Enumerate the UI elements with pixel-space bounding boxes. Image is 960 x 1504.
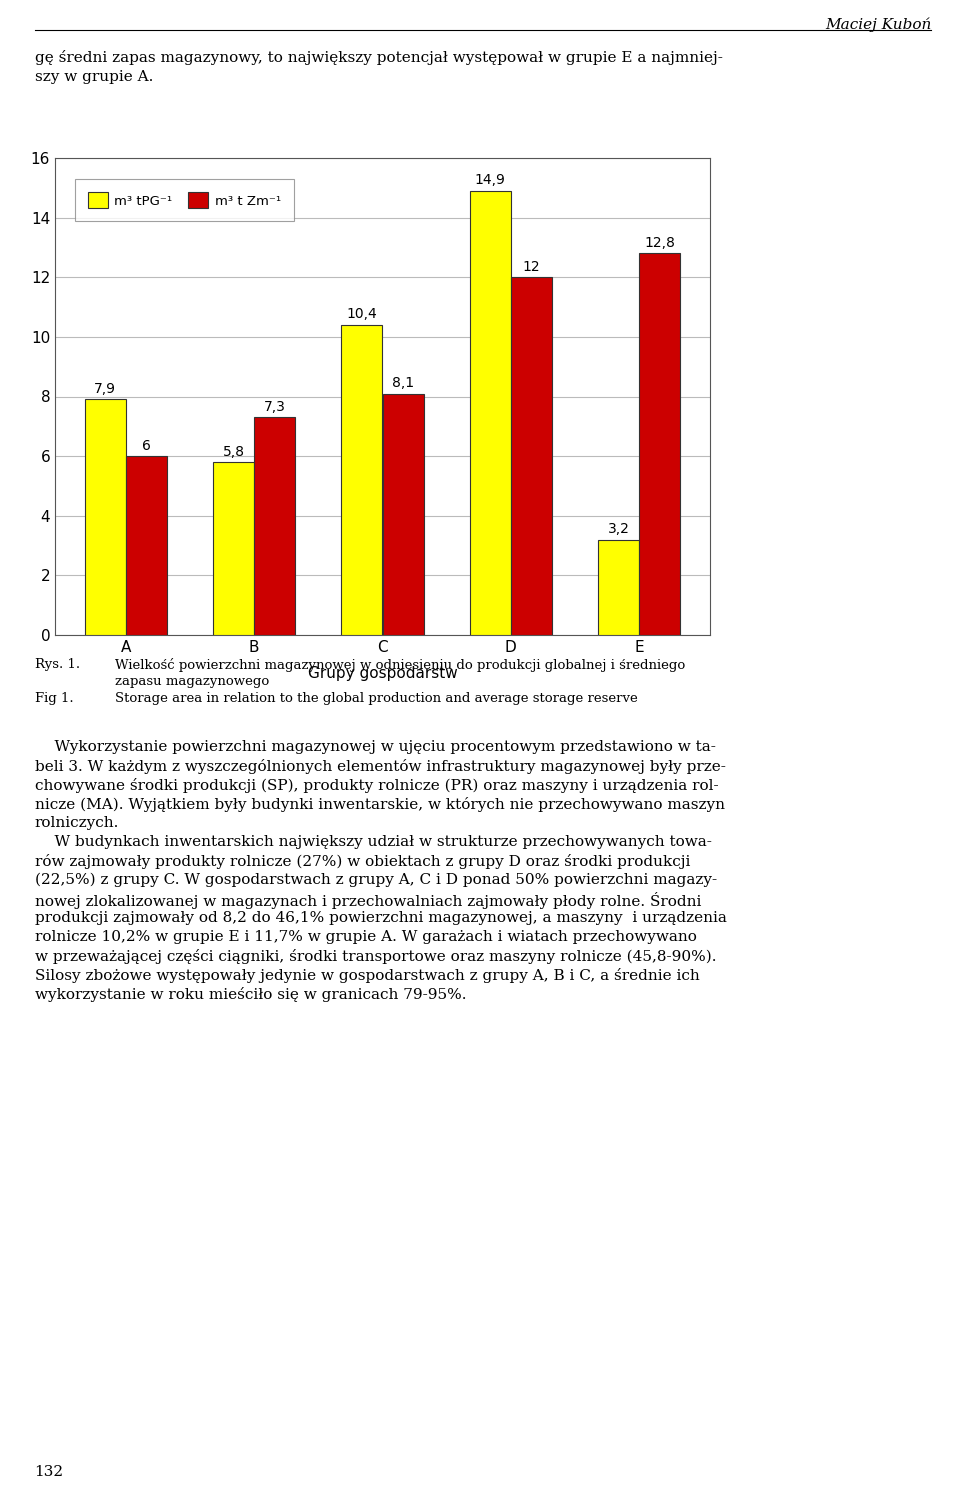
X-axis label: Grupy gospodarstw: Grupy gospodarstw bbox=[307, 666, 457, 681]
Text: 3,2: 3,2 bbox=[608, 522, 630, 535]
Text: szy w grupie A.: szy w grupie A. bbox=[35, 71, 153, 84]
Text: 132: 132 bbox=[35, 1465, 63, 1478]
Bar bbox=[469, 191, 511, 635]
Text: gę średni zapas magazynowy, to największy potencjał występował w grupie E a najm: gę średni zapas magazynowy, to największ… bbox=[35, 50, 723, 65]
Text: 6: 6 bbox=[142, 439, 151, 453]
Bar bbox=[511, 277, 552, 635]
Bar bbox=[84, 400, 126, 635]
Text: 8,1: 8,1 bbox=[392, 376, 414, 390]
Text: nowej zlokalizowanej w magazynach i przechowalniach zajmowały płody rolne. Środn: nowej zlokalizowanej w magazynach i prze… bbox=[35, 892, 701, 908]
Text: nicze (MA). Wyjątkiem były budynki inwentarskie, w których nie przechowywano mas: nicze (MA). Wyjątkiem były budynki inwen… bbox=[35, 797, 725, 812]
Bar bbox=[639, 253, 681, 635]
Legend: m³ tPG⁻¹, m³ t Zm⁻¹: m³ tPG⁻¹, m³ t Zm⁻¹ bbox=[75, 179, 294, 221]
Text: 7,9: 7,9 bbox=[94, 382, 116, 396]
Text: 7,3: 7,3 bbox=[264, 400, 286, 414]
Text: Fig 1.: Fig 1. bbox=[35, 692, 73, 705]
Text: Rys. 1.: Rys. 1. bbox=[35, 659, 80, 671]
Bar bbox=[213, 462, 254, 635]
Text: Wykorzystanie powierzchni magazynowej w ujęciu procentowym przedstawiono w ta-: Wykorzystanie powierzchni magazynowej w … bbox=[35, 740, 715, 754]
Text: 10,4: 10,4 bbox=[347, 307, 377, 322]
Text: produkcji zajmowały od 8,2 do 46,1% powierzchni magazynowej, a maszyny  i urządz: produkcji zajmowały od 8,2 do 46,1% powi… bbox=[35, 911, 727, 925]
Text: 12: 12 bbox=[522, 260, 540, 274]
Text: wykorzystanie w roku mieściło się w granicach 79-95%.: wykorzystanie w roku mieściło się w gran… bbox=[35, 987, 466, 1002]
Bar bbox=[126, 456, 167, 635]
Text: w przeważającej części ciągniki, środki transportowe oraz maszyny rolnicze (45,8: w przeważającej części ciągniki, środki … bbox=[35, 949, 716, 964]
Text: rów zajmowały produkty rolnicze (27%) w obiektach z grupy D oraz środki produkcj: rów zajmowały produkty rolnicze (27%) w … bbox=[35, 854, 690, 869]
Bar bbox=[598, 540, 639, 635]
Text: rolnicze 10,2% w grupie E i 11,7% w grupie A. W garażach i wiatach przechowywano: rolnicze 10,2% w grupie E i 11,7% w grup… bbox=[35, 929, 696, 945]
Bar bbox=[382, 394, 423, 635]
Text: (22,5%) z grupy C. W gospodarstwach z grupy A, C i D ponad 50% powierzchni magaz: (22,5%) z grupy C. W gospodarstwach z gr… bbox=[35, 872, 717, 887]
Text: 12,8: 12,8 bbox=[644, 236, 675, 250]
Text: 14,9: 14,9 bbox=[475, 173, 506, 186]
Text: 5,8: 5,8 bbox=[223, 445, 245, 459]
Bar bbox=[254, 418, 296, 635]
Text: Maciej Kuboń: Maciej Kuboń bbox=[825, 18, 931, 33]
Text: beli 3. W każdym z wyszczególnionych elementów infrastruktury magazynowej były p: beli 3. W każdym z wyszczególnionych ele… bbox=[35, 760, 726, 775]
Text: Storage area in relation to the global production and average storage reserve: Storage area in relation to the global p… bbox=[115, 692, 638, 705]
Text: chowywane środki produkcji (SP), produkty rolnicze (PR) oraz maszyny i urządzeni: chowywane środki produkcji (SP), produkt… bbox=[35, 778, 718, 793]
Text: Wielkość powierzchni magazynowej w odniesieniu do produkcji globalnej i średnieg: Wielkość powierzchni magazynowej w odnie… bbox=[115, 659, 685, 672]
Text: zapasu magazynowego: zapasu magazynowego bbox=[115, 675, 270, 687]
Text: rolniczych.: rolniczych. bbox=[35, 817, 119, 830]
Text: W budynkach inwentarskich największy udział w strukturze przechowywanych towa-: W budynkach inwentarskich największy udz… bbox=[35, 835, 711, 848]
Bar bbox=[342, 325, 382, 635]
Text: Silosy zbożowe występowały jedynie w gospodarstwach z grupy A, B i C, a średnie : Silosy zbożowe występowały jedynie w gos… bbox=[35, 969, 699, 984]
